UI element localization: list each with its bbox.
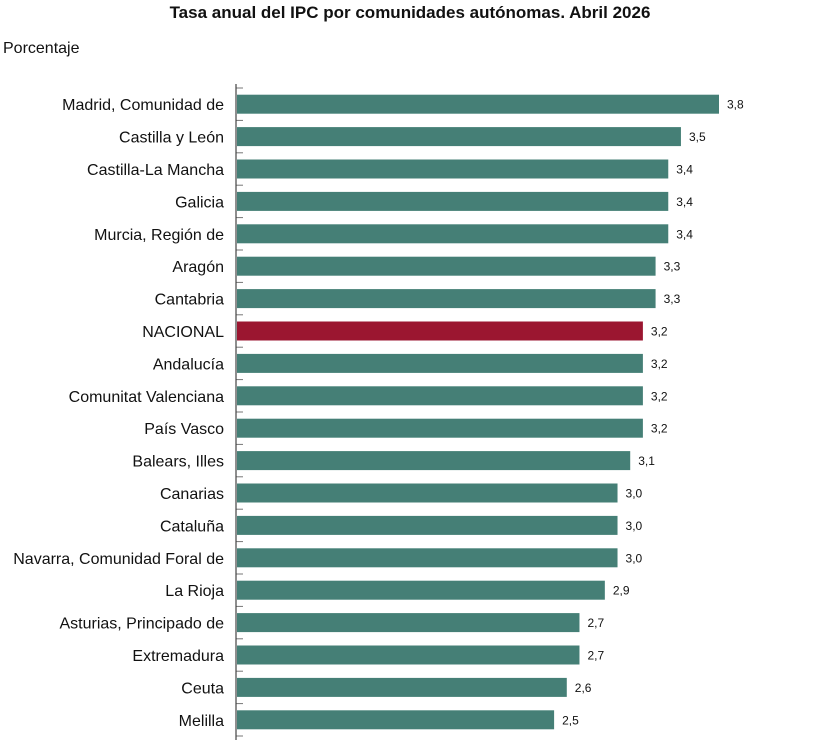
category-label: Extremadura (132, 648, 224, 665)
value-label: 3,2 (651, 422, 668, 436)
value-label: 3,0 (626, 487, 643, 501)
unit-label: Porcentaje (3, 40, 80, 57)
value-label: 3,4 (676, 163, 693, 177)
category-label: Andalucía (153, 356, 224, 373)
bar (237, 613, 580, 633)
bar (237, 548, 618, 568)
value-label: 3,3 (664, 292, 681, 306)
bar (237, 645, 580, 665)
value-label: 3,1 (638, 454, 655, 468)
category-label: Canarias (160, 486, 224, 503)
bar (237, 321, 643, 341)
category-label: La Rioja (165, 583, 224, 600)
value-label: 2,5 (562, 713, 579, 727)
chart-title: Tasa anual del IPC por comunidades autón… (169, 3, 651, 22)
bar (237, 159, 669, 179)
category-label: Castilla y León (119, 130, 224, 147)
bar (237, 677, 567, 697)
category-label: Balears, Illes (132, 454, 224, 471)
value-label: 3,4 (676, 195, 693, 209)
value-label: 3,3 (664, 260, 681, 274)
value-label: 2,7 (587, 649, 604, 663)
category-label: Aragón (172, 259, 224, 276)
bar (237, 256, 656, 276)
category-label: País Vasco (144, 421, 224, 438)
bar (237, 127, 681, 147)
bar (237, 386, 643, 406)
category-label: Comunitat Valenciana (69, 389, 224, 406)
bar (237, 289, 656, 309)
category-label: Galicia (175, 194, 224, 211)
value-label: 3,8 (727, 98, 744, 112)
bar (237, 224, 669, 244)
value-label: 2,9 (613, 584, 630, 598)
value-label: 3,0 (626, 519, 643, 533)
category-label: Asturias, Principado de (59, 616, 224, 633)
bar (237, 94, 719, 114)
category-label: Madrid, Comunidad de (62, 97, 224, 114)
value-label: 3,4 (676, 227, 693, 241)
value-label: 3,2 (651, 357, 668, 371)
value-label: 2,6 (575, 681, 592, 695)
category-label: NACIONAL (142, 324, 224, 341)
bar (237, 353, 643, 373)
value-label: 3,2 (651, 389, 668, 403)
category-label: Murcia, Región de (94, 227, 224, 244)
value-label: 3,0 (626, 551, 643, 565)
bar (237, 515, 618, 535)
bar (237, 483, 618, 503)
bar (237, 580, 605, 600)
bar (237, 418, 643, 438)
category-label: Navarra, Comunidad Foral de (13, 551, 224, 568)
value-label: 2,7 (587, 616, 604, 630)
value-label: 3,5 (689, 130, 706, 144)
category-label: Castilla-La Mancha (87, 162, 224, 179)
bar (237, 191, 669, 211)
bar (237, 451, 631, 471)
category-label: Melilla (179, 713, 224, 730)
category-label: Cataluña (160, 518, 224, 535)
value-label: 3,2 (651, 325, 668, 339)
category-label: Cantabria (155, 292, 224, 309)
category-label: Ceuta (181, 680, 224, 697)
bar (237, 710, 555, 730)
